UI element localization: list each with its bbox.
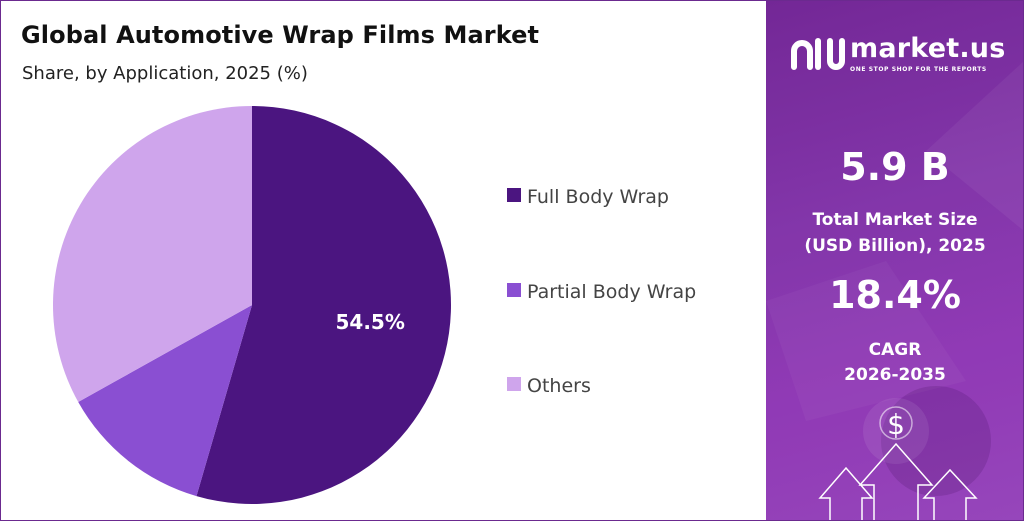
- pie-slice-partial-body-wrap: [78, 305, 253, 497]
- pie-chart: 54.5%: [53, 106, 451, 504]
- cagr-value: 18.4%: [829, 273, 961, 317]
- growth-arrows-icon: [818, 442, 978, 520]
- dollar-symbol: $: [887, 408, 905, 441]
- chart-subtitle: Share, by Application, 2025 (%): [22, 63, 308, 84]
- panel-decoration: $: [766, 1, 1023, 520]
- market-us-logo-icon: [791, 38, 845, 70]
- cagr-label-line1: CAGR: [868, 340, 922, 360]
- legend-item-others: Others: [507, 375, 591, 397]
- legend-label: Others: [527, 375, 591, 397]
- brand-logo: market.us ONE STOP SHOP FOR THE REPORTS: [788, 31, 1018, 77]
- stats-panel: $ market.us ONE STOP SHOP FOR THE REPORT…: [766, 1, 1023, 520]
- legend-item-full-body-wrap: Full Body Wrap: [507, 186, 669, 208]
- legend-swatch: [507, 377, 521, 391]
- market-size-label-line2: (USD Billion), 2025: [804, 236, 986, 256]
- data-label: 54.5%: [336, 310, 405, 334]
- chart-panel: Global Automotive Wrap Films Market Shar…: [1, 1, 766, 520]
- chart-title: Global Automotive Wrap Films Market: [21, 21, 540, 49]
- cagr-label-line2: 2026-2035: [844, 365, 946, 385]
- dollar-icon: $: [879, 406, 913, 441]
- brand-name: market.us: [850, 33, 1006, 64]
- legend-label: Partial Body Wrap: [527, 281, 697, 303]
- legend-label: Full Body Wrap: [527, 186, 669, 208]
- pie-slice-others: [53, 106, 252, 402]
- legend-swatch: [507, 283, 521, 297]
- brand-tagline: ONE STOP SHOP FOR THE REPORTS: [850, 66, 987, 73]
- legend-swatch: [507, 188, 521, 202]
- market-size-value: 5.9 B: [840, 145, 950, 189]
- pie-slice-full-body-wrap: [196, 106, 451, 504]
- legend-item-partial-body-wrap: Partial Body Wrap: [507, 281, 696, 303]
- market-size-label-line1: Total Market Size: [812, 210, 978, 230]
